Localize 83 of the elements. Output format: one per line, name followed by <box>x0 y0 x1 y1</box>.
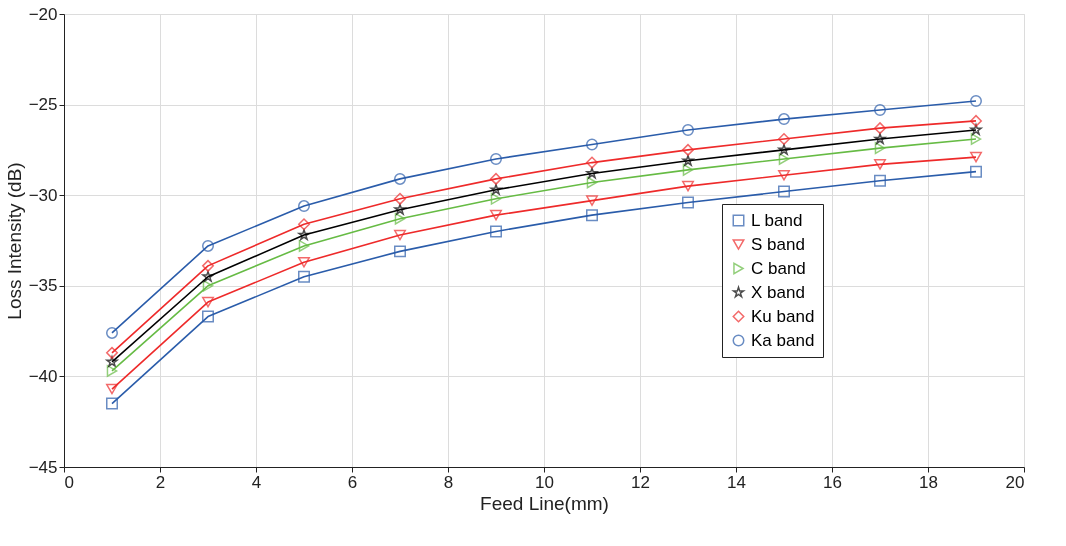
x-tick-label: 8 <box>443 472 454 492</box>
point <box>394 203 406 215</box>
point <box>778 143 790 155</box>
point <box>586 209 598 222</box>
point <box>778 152 790 165</box>
point <box>778 113 790 126</box>
point <box>586 138 598 151</box>
point <box>394 192 406 205</box>
point <box>202 310 214 323</box>
point <box>970 123 982 135</box>
legend-label: Ku band <box>751 306 815 326</box>
point <box>586 167 598 179</box>
point <box>874 104 886 117</box>
point <box>586 176 598 189</box>
x-tick-label: 18 <box>919 472 938 492</box>
y-tick-label: −40 <box>28 366 58 386</box>
point <box>106 364 118 377</box>
point <box>298 218 310 231</box>
point <box>106 346 118 359</box>
y-tick-label: −30 <box>28 185 58 205</box>
point <box>394 172 406 185</box>
point <box>874 122 886 135</box>
point <box>586 156 598 169</box>
x-tick-label: 6 <box>347 472 358 492</box>
point <box>202 239 214 252</box>
point <box>682 143 694 156</box>
x-tick-label: 12 <box>631 472 650 492</box>
y-axis-title: Loss Intensity (dB) <box>3 162 25 320</box>
point <box>490 152 502 165</box>
point <box>874 142 886 155</box>
point <box>778 185 790 198</box>
point <box>586 195 598 206</box>
point <box>970 114 982 127</box>
y-tick-label: −20 <box>28 4 58 24</box>
point <box>490 209 502 221</box>
point <box>202 296 214 308</box>
x-tick-label: 10 <box>535 472 554 492</box>
point <box>970 133 982 146</box>
point <box>202 259 214 272</box>
point <box>490 192 502 205</box>
x-tick-label: 4 <box>251 472 262 492</box>
x-tick-label: 14 <box>727 472 746 492</box>
legend-label: L band <box>751 210 803 230</box>
point <box>682 180 694 192</box>
point <box>778 169 790 181</box>
point <box>394 212 406 225</box>
point <box>106 383 118 395</box>
point <box>106 397 118 410</box>
y-tick-label: −25 <box>28 95 58 115</box>
point <box>490 225 502 238</box>
point <box>874 174 886 187</box>
y-tick-label: −45 <box>28 457 58 477</box>
legend-label: S band <box>751 234 805 254</box>
point <box>778 133 790 146</box>
legend-label: C band <box>751 258 806 278</box>
point <box>970 94 982 107</box>
point <box>298 200 310 213</box>
point <box>202 270 214 282</box>
point <box>490 172 502 185</box>
point <box>298 270 310 283</box>
x-axis-title: Feed Line(mm) <box>480 492 609 514</box>
x-tick-label: 20 <box>1005 472 1025 492</box>
x-tick-label: 0 <box>64 472 74 492</box>
point <box>394 245 406 258</box>
point <box>682 154 694 166</box>
point <box>298 239 310 252</box>
point <box>874 159 886 170</box>
point <box>106 355 118 367</box>
point <box>106 326 118 339</box>
point <box>490 183 502 195</box>
x-tick-label: 16 <box>823 472 842 492</box>
point <box>298 256 310 268</box>
point <box>682 123 694 136</box>
point <box>682 163 694 176</box>
legend-label: Ka band <box>751 330 815 350</box>
y-tick-label: −35 <box>28 276 58 296</box>
point <box>682 196 694 209</box>
legend-label: X band <box>751 282 805 302</box>
point <box>970 151 982 163</box>
x-tick-label: 2 <box>155 472 166 492</box>
point <box>970 165 982 178</box>
point <box>394 229 406 241</box>
point <box>202 279 214 292</box>
